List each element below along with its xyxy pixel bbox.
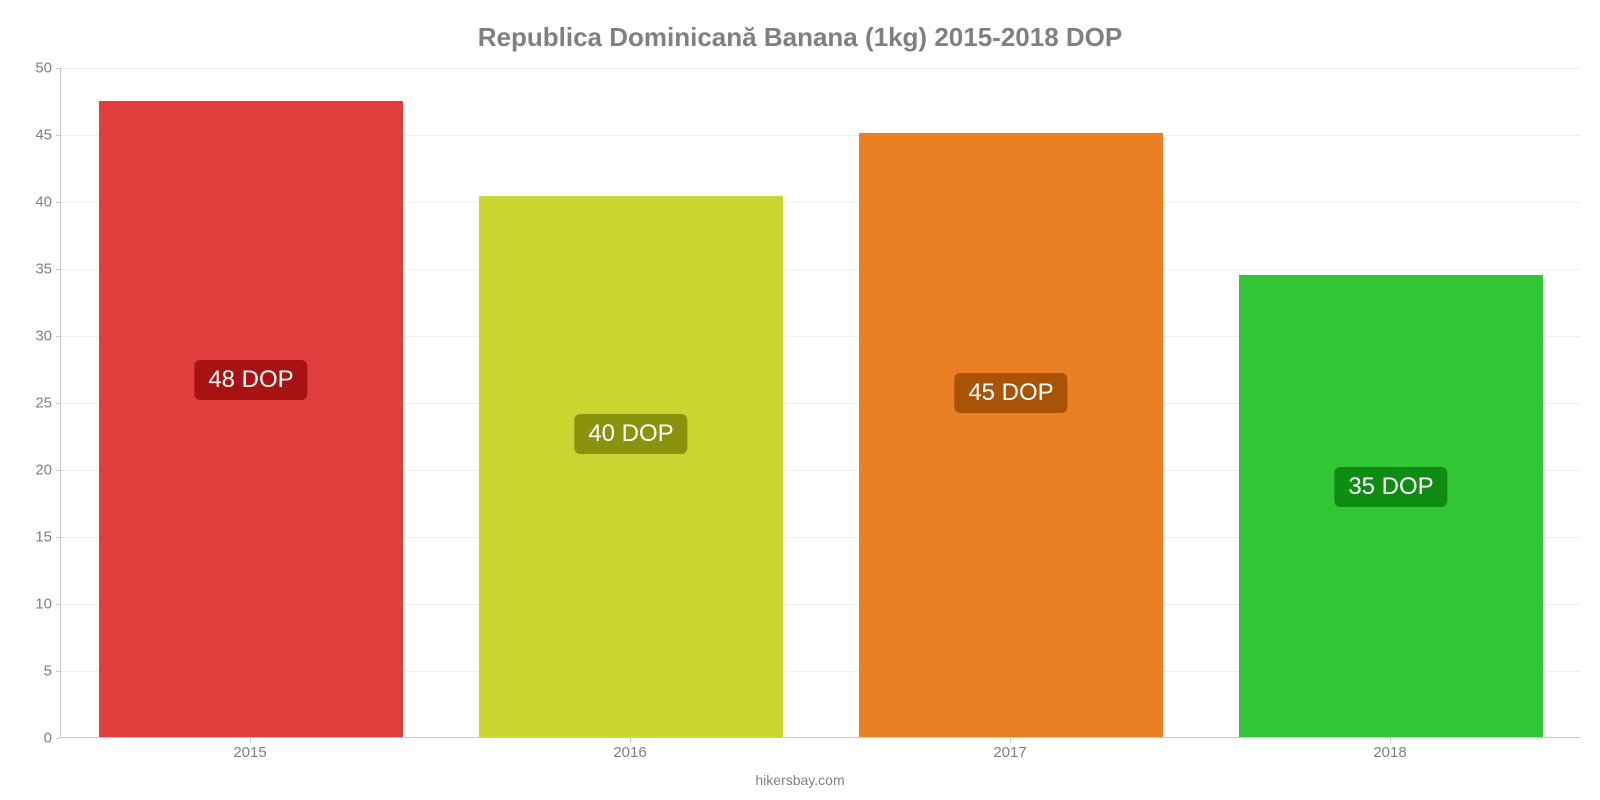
ytick-label: 5: [44, 663, 52, 680]
bar-2017: 45 DOP: [859, 133, 1163, 737]
bar-2015: 48 DOP: [99, 101, 403, 738]
ytick-label: 40: [35, 194, 52, 211]
xtick-label: 2017: [993, 744, 1026, 761]
ytick-label: 0: [44, 730, 52, 747]
ytick-label: 25: [35, 395, 52, 412]
ytick-label: 50: [35, 60, 52, 77]
bar-value-badge: 40 DOP: [574, 414, 687, 454]
ytick-label: 35: [35, 261, 52, 278]
ytick-label: 45: [35, 127, 52, 144]
banana-price-chart: Republica Dominicană Banana (1kg) 2015-2…: [0, 0, 1600, 800]
bar-2018: 35 DOP: [1239, 275, 1543, 737]
xtick-label: 2018: [1373, 744, 1406, 761]
bar-value-badge: 48 DOP: [194, 360, 307, 400]
bar-value-badge: 45 DOP: [954, 373, 1067, 413]
plot-area: 48 DOP 40 DOP 45 DOP 35 DOP: [60, 68, 1580, 738]
ytick-label: 20: [35, 462, 52, 479]
ytick-label: 10: [35, 596, 52, 613]
ytick-label: 15: [35, 529, 52, 546]
xtick-label: 2016: [613, 744, 646, 761]
xtick-mark: [1390, 738, 1391, 743]
ytick-mark: [56, 738, 60, 739]
chart-credit: hikersbay.com: [0, 772, 1600, 788]
bar-2016: 40 DOP: [479, 196, 783, 737]
chart-title: Republica Dominicană Banana (1kg) 2015-2…: [0, 22, 1600, 53]
ytick-label: 30: [35, 328, 52, 345]
bar-value-badge: 35 DOP: [1334, 467, 1447, 507]
xtick-mark: [250, 738, 251, 743]
xtick-mark: [1010, 738, 1011, 743]
xtick-label: 2015: [233, 744, 266, 761]
xtick-mark: [630, 738, 631, 743]
